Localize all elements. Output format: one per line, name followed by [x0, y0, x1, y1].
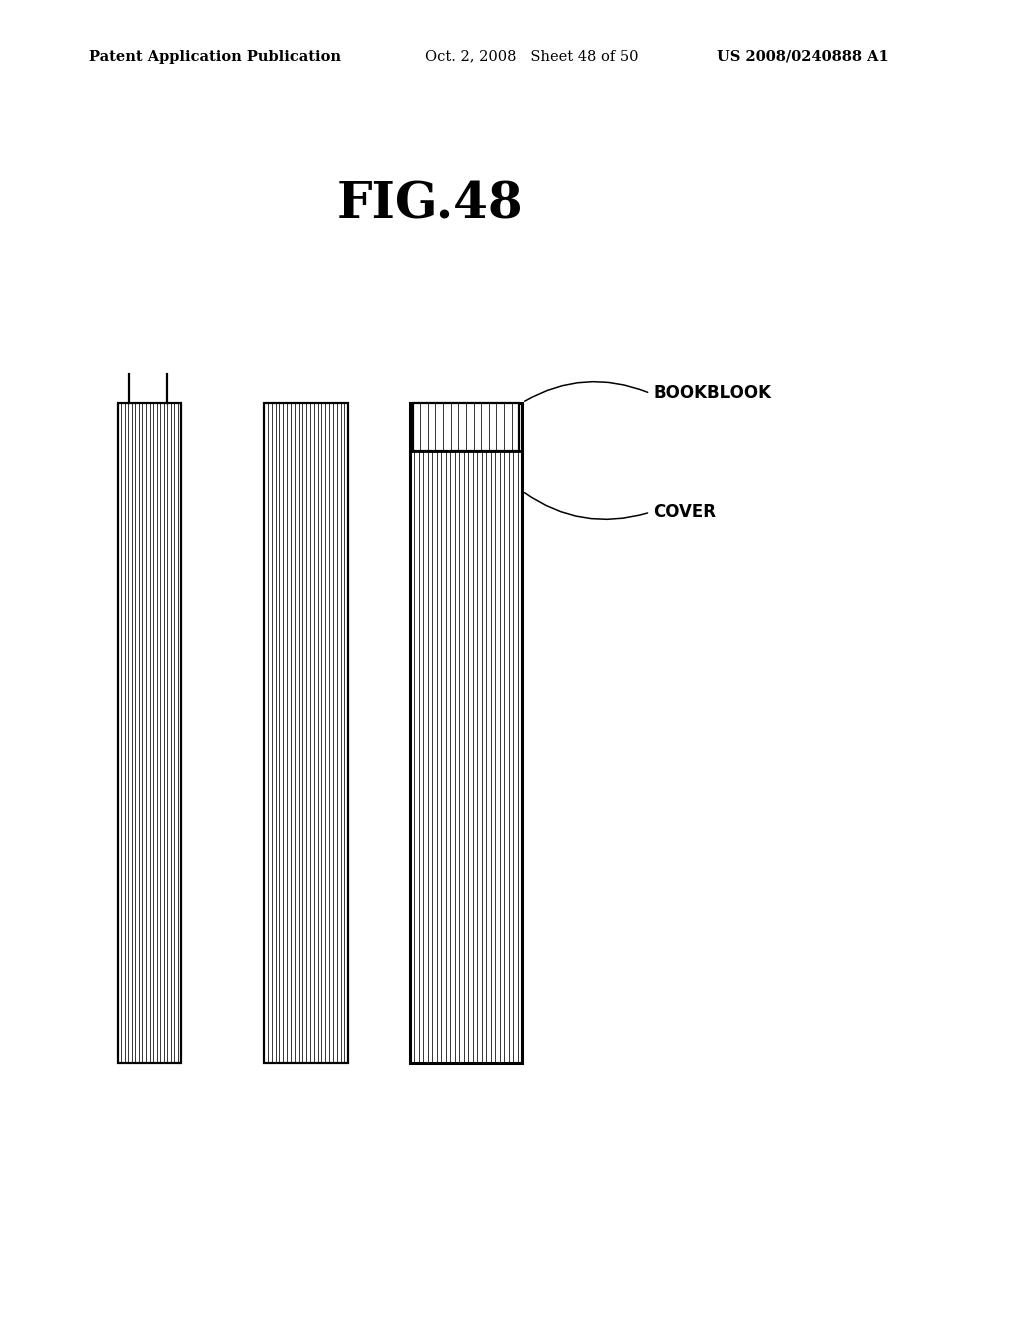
- Bar: [410, 403, 522, 1063]
- Text: FIG.48: FIG.48: [337, 180, 523, 230]
- Bar: [118, 403, 181, 1063]
- Text: Oct. 2, 2008   Sheet 48 of 50: Oct. 2, 2008 Sheet 48 of 50: [425, 50, 638, 63]
- Bar: [413, 403, 519, 451]
- Bar: [264, 403, 348, 1063]
- Text: COVER: COVER: [653, 503, 717, 521]
- Bar: [118, 403, 181, 1063]
- Bar: [264, 403, 348, 1063]
- Text: BOOKBLOOK: BOOKBLOOK: [653, 384, 771, 403]
- Text: US 2008/0240888 A1: US 2008/0240888 A1: [717, 50, 889, 63]
- Bar: [410, 403, 522, 1063]
- Text: Patent Application Publication: Patent Application Publication: [89, 50, 341, 63]
- Bar: [413, 403, 519, 451]
